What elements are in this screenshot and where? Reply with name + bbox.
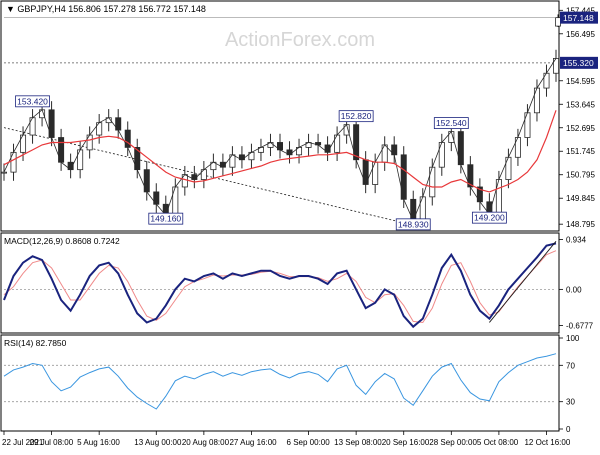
price-y-tick-label: 151.745 [566,147,595,156]
x-tick-label: 5 Oct 08:00 [477,438,519,447]
rsi-y-tick-label: 0 [566,425,571,434]
rsi-panel-frame [0,334,560,432]
price-y-tick-label: 157.445 [566,6,595,15]
price-y-tick-label: 150.795 [566,171,595,180]
level-annotation-label: 149.160 [150,214,181,224]
candle-body [0,171,7,174]
rsi-layer [3,353,557,410]
price-panel-title: ▼ GBPJPY,H4 156.806 157.278 156.772 157.… [6,4,206,14]
macd-y-tick-label: 0.934 [566,236,587,245]
price-layer: 153.420 149.160 152.820 148.930 152.540 149.2… [0,14,561,231]
axis-layer: 157.445 156.495 154.595 153.645 152.695 151.7… [2,6,598,447]
candle-body [553,57,560,74]
candle-body [429,166,436,198]
price-y-tick-label: 156.495 [566,30,595,39]
level-annotation-box [433,117,469,129]
rsi-panel-title: RSI(14) 82.7850 [4,338,67,348]
level-annotation-label: 152.820 [341,111,372,121]
price-close-line [3,58,557,222]
macd-signal-line [3,250,557,324]
level-annotation-label: 153.420 [17,96,48,106]
level-annotation-box [338,110,374,123]
rsi-line [3,353,557,410]
price-tag [560,56,598,69]
x-tick-label: 13 Aug 00:00 [134,438,182,447]
x-tick-label: 29 Jul 08:00 [30,438,74,447]
level-annotation-box [395,218,431,231]
price-y-tick-label: 152.695 [566,124,595,133]
ohlc-readout: 156.806 157.278 156.772 157.148 [68,4,206,14]
macd-layer [3,241,557,329]
level-annotation-box [148,212,184,225]
level-annotation-label: 152.540 [436,118,467,128]
rsi-y-tick-label: 30 [566,398,575,407]
symbol-dropdown-icon[interactable]: ▼ [6,4,17,14]
price-y-tick-label: 149.845 [566,194,595,203]
x-tick-label: 13 Sep 08:00 [334,438,382,447]
x-tick-label: 22 Jul 2021 [2,438,44,447]
macd-line [3,242,557,329]
level-annotation-box [471,211,507,224]
price-tag-label: 157.148 [563,13,594,23]
moving-average-line [3,110,557,193]
price-tag [560,11,598,24]
macd-trendline [489,241,557,323]
x-tick-label: 5 Aug 16:00 [77,438,120,447]
rsi-y-tick-label: 100 [566,334,580,343]
x-tick-label: 6 Sep 00:00 [287,438,331,447]
price-panel-frame [0,0,560,232]
x-tick-label: 28 Sep 00:00 [429,438,477,447]
x-tick-label: 12 Oct 16:00 [524,438,570,447]
rsi-y-tick-label: 70 [566,361,575,370]
macd-y-tick-label: 0.00 [566,285,582,294]
macd-panel-frame [0,232,560,334]
price-y-tick-label: 154.595 [566,77,595,86]
last-candle-body [555,17,561,27]
symbol-label: GBPJPY,H4 [17,4,65,14]
level-annotation-box [15,95,50,108]
price-tag-label: 155.320 [563,58,594,68]
x-tick-label: 27 Aug 16:00 [229,438,277,447]
x-tick-label: 20 Sep 16:00 [382,438,430,447]
x-tick-label: 20 Aug 08:00 [182,438,230,447]
candle-body [419,196,426,222]
watermark: ActionForex.com [225,29,375,51]
price-y-tick-label: 153.645 [566,100,595,109]
price-y-tick-label: 148.795 [566,220,595,229]
level-annotation-label: 149.200 [474,213,505,223]
level-annotation-label: 148.930 [398,219,429,229]
macd-y-tick-label: -0.6777 [566,322,594,331]
macd-panel-title: MACD(12,26,9) 0.8608 0.7242 [4,236,120,246]
